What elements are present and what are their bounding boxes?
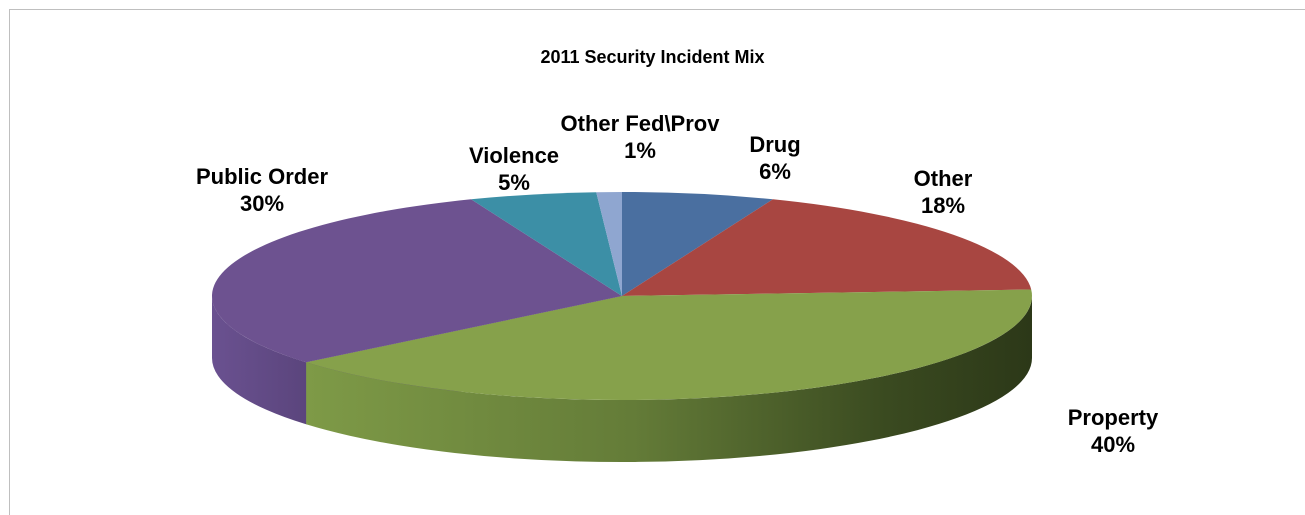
data-label-percent: 18% bbox=[920, 193, 966, 218]
data-label-public-order: Public Order 30% bbox=[196, 163, 328, 217]
data-label-percent: 6% bbox=[759, 159, 791, 184]
data-label-category: Property bbox=[1067, 405, 1159, 430]
data-label-violence: Violence 5% bbox=[469, 142, 559, 196]
data-label-property: Property 40% bbox=[1068, 404, 1158, 458]
slice-public-order bbox=[211, 199, 622, 363]
data-label-percent: 1% bbox=[624, 138, 656, 163]
data-label-percent: 40% bbox=[1090, 432, 1136, 457]
data-label-category: Other Fed\Prov bbox=[560, 111, 720, 136]
slice-drug bbox=[622, 192, 773, 296]
data-label-category: Violence bbox=[468, 143, 560, 168]
slice-other-fed-prov bbox=[596, 192, 622, 296]
slice-violence bbox=[471, 192, 622, 296]
data-label-percent: 5% bbox=[498, 170, 530, 195]
data-label-category: Other bbox=[913, 166, 973, 191]
slice-property bbox=[306, 289, 1032, 400]
slice-other bbox=[622, 199, 1032, 296]
slice-property-side bbox=[306, 296, 1032, 463]
data-label-category: Public Order bbox=[195, 164, 329, 189]
chart-area-border bbox=[9, 9, 1305, 515]
data-label-other-fed-prov: Other Fed\Prov 1% bbox=[561, 110, 720, 164]
data-label-category: Drug bbox=[749, 132, 801, 157]
data-label-other: Other 18% bbox=[914, 165, 973, 219]
slice-public-order-side bbox=[212, 296, 307, 425]
data-label-drug: Drug 6% bbox=[749, 131, 800, 185]
data-label-percent: 30% bbox=[239, 191, 285, 216]
chart-title: 2011 Security Incident Mix bbox=[540, 47, 765, 67]
